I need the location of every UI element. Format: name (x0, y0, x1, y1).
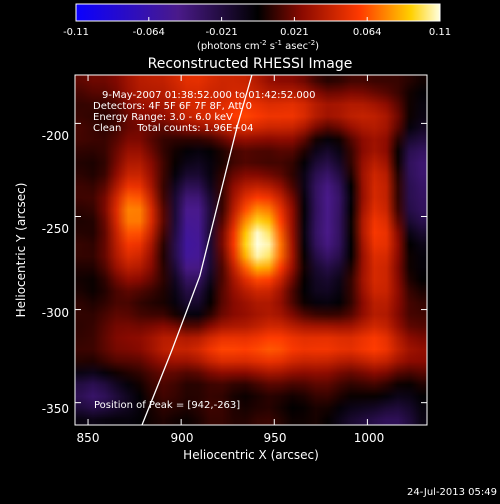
colorbar-tick-label: 0.11 (429, 27, 451, 38)
colorbar-tick-label: -0.021 (205, 27, 237, 38)
solar-limb-curve (141, 75, 253, 425)
y-axis-ticks (75, 122, 427, 404)
colorbar-tick-label: 0.064 (353, 27, 382, 38)
annotation-detectors: Detectors: 4F 5F 6F 7F 8F, Att 0 (93, 101, 252, 112)
x-tick-label: 850 (77, 431, 100, 445)
annotation-energy: Energy Range: 3.0 - 6.0 keV (93, 112, 233, 123)
annotation-clean: Clean Total counts: 1.96E+04 (93, 123, 253, 134)
annotation-peak: Position of Peak = [942,-263] (94, 400, 240, 411)
x-tick-label: 1000 (354, 431, 385, 445)
y-tick-label: -200 (42, 129, 69, 143)
y-tick-label: -350 (42, 402, 69, 416)
colorbar-tick-label: -0.11 (63, 27, 89, 38)
colorbar-units: (photons cm-2 s-1 asec-2) (197, 39, 319, 52)
heatmap-image (75, 75, 427, 425)
y-axis-label: Heliocentric Y (arcsec) (14, 183, 28, 318)
x-axis-ticks (87, 75, 368, 425)
colorbar-ticks (75, 17, 441, 21)
y-tick-label: -300 (42, 306, 69, 320)
x-tick-label: 950 (264, 431, 287, 445)
timestamp: 24-Jul-2013 05:49 (407, 487, 497, 498)
y-tick-label: -250 (42, 222, 69, 236)
colorbar (75, 3, 441, 22)
colorbar-tick-label: -0.064 (133, 27, 165, 38)
colorbar-tick-label: 0.021 (280, 27, 309, 38)
annotation-time-range: 9-May-2007 01:38:52.000 to 01:42:52.000 (102, 90, 315, 101)
x-axis-label: Heliocentric X (arcsec) (183, 448, 319, 462)
chart-title: Reconstructed RHESSI Image (148, 56, 353, 72)
plot-frame (74, 74, 428, 426)
x-tick-label: 900 (171, 431, 194, 445)
